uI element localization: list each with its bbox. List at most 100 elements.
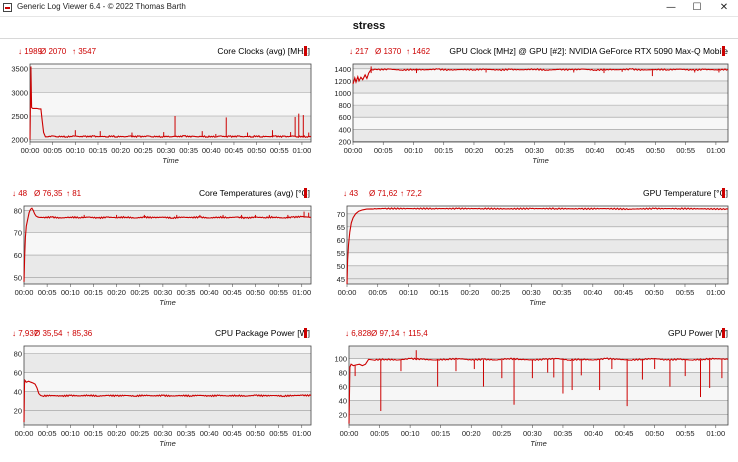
x-tick-label: 00:30 [523,429,542,438]
y-tick-label: 60 [339,383,347,392]
series-line [23,207,312,282]
app-icon [3,3,12,12]
plot-area [347,206,728,284]
x-tick-label: 00:35 [554,429,573,438]
x-tick-label: 00:25 [130,429,149,438]
x-tick-label: 00:00 [340,429,359,438]
x-tick-label: 00:25 [130,288,149,297]
grid-band [353,117,728,130]
legend-swatch [722,188,725,198]
x-tick-label: 00:15 [84,288,103,297]
x-axis-label: Time [162,156,179,165]
legend-swatch [304,188,307,198]
x-axis-label: Time [530,439,547,448]
x-tick-label: 00:10 [61,288,80,297]
stat-min: ↓ 1989 [18,47,43,56]
grid-band [24,372,311,392]
grid-band [347,252,728,266]
legend-swatch [304,328,307,338]
document-title: stress [352,20,386,32]
chart-svg-core-temperatures: ↓ 48 Ø 76,35 ↑ 81 Core Temperatures (avg) [… [12,188,312,307]
close-button[interactable]: ✕ [719,2,729,13]
x-tick-label: 00:15 [84,429,103,438]
window-title: Generic Log Viewer 6.4 - © 2022 Thomas B… [17,2,186,11]
x-tick-label: 00:20 [465,146,484,155]
x-tick-label: 00:50 [246,288,265,297]
x-tick-label: 00:30 [525,146,544,155]
x-tick-label: 00:35 [177,429,196,438]
x-tick-label: 00:50 [646,146,665,155]
y-tick-label: 200 [338,137,351,146]
x-tick-label: 00:05 [43,146,62,155]
x-axis-label: Time [159,298,176,307]
title-separator [0,38,738,39]
y-tick-label: 800 [338,101,351,110]
grid-band [30,92,311,116]
x-tick-label: 00:00 [344,146,363,155]
legend-swatch [722,46,725,56]
x-tick-label: 00:05 [368,288,387,297]
maximize-button[interactable]: ☐ [692,2,702,13]
y-tick-label: 80 [14,206,22,215]
x-tick-label: 00:00 [15,288,34,297]
grid-band [30,64,311,69]
x-tick-label: 01:00 [706,288,725,297]
y-tick-label: 400 [338,125,351,134]
x-tick-label: 01:00 [292,429,311,438]
stat-avg: Ø 2070 [40,47,67,56]
series-line [348,357,729,424]
x-tick-label: 01:00 [706,429,725,438]
y-tick-label: 70 [337,210,345,219]
y-tick-label: 45 [337,275,345,284]
x-tick-label: 00:10 [401,429,420,438]
y-tick-label: 20 [339,411,347,420]
x-tick-label: 01:00 [292,288,311,297]
y-tick-label: 1000 [334,89,351,98]
plot-frame [346,205,729,285]
x-tick-label: 00:05 [38,288,57,297]
grid-band [347,226,728,240]
x-tick-label: 00:40 [200,429,219,438]
x-tick-label: 00:30 [153,288,172,297]
x-tick-label: 00:05 [374,146,393,155]
x-tick-label: 00:00 [338,288,357,297]
y-tick-label: 20 [14,407,22,416]
x-tick-label: 00:05 [38,429,57,438]
stat-min: ↓ 43 [343,189,359,198]
stat-avg: Ø 76,35 [34,189,63,198]
x-tick-label: 00:30 [153,429,172,438]
x-tick-label: 00:15 [434,146,453,155]
y-tick-label: 100 [334,355,347,364]
y-tick-label: 60 [337,236,345,245]
y-tick-label: 600 [338,113,351,122]
y-tick-label: 2500 [11,112,28,121]
x-tick-label: 00:15 [430,288,449,297]
x-tick-label: 00:55 [270,146,289,155]
x-tick-label: 00:55 [269,429,288,438]
stat-avg: Ø 35,54 [34,329,63,338]
stat-min: ↓ 48 [12,189,28,198]
x-tick-label: 00:35 [177,288,196,297]
x-tick-label: 00:20 [107,288,126,297]
x-tick-label: 00:00 [15,429,34,438]
grid-band [24,346,311,354]
x-tick-label: 00:20 [107,429,126,438]
minimize-button[interactable]: — [666,2,676,13]
stat-avg: Ø 97,14 [371,329,400,338]
x-tick-label: 00:50 [247,146,266,155]
x-tick-label: 00:00 [21,146,40,155]
x-tick-label: 00:20 [462,429,481,438]
stat-min: ↓ 6,828 [345,329,372,338]
y-tick-label: 40 [339,397,347,406]
y-tick-label: 60 [14,369,22,378]
legend-swatch [722,328,725,338]
x-tick-label: 00:55 [676,146,695,155]
y-tick-label: 40 [14,388,22,397]
stat-min: ↓ 217 [349,47,369,56]
series-line [23,378,312,423]
x-tick-label: 00:45 [615,429,634,438]
x-tick-label: 00:45 [223,429,242,438]
x-tick-label: 00:55 [269,288,288,297]
